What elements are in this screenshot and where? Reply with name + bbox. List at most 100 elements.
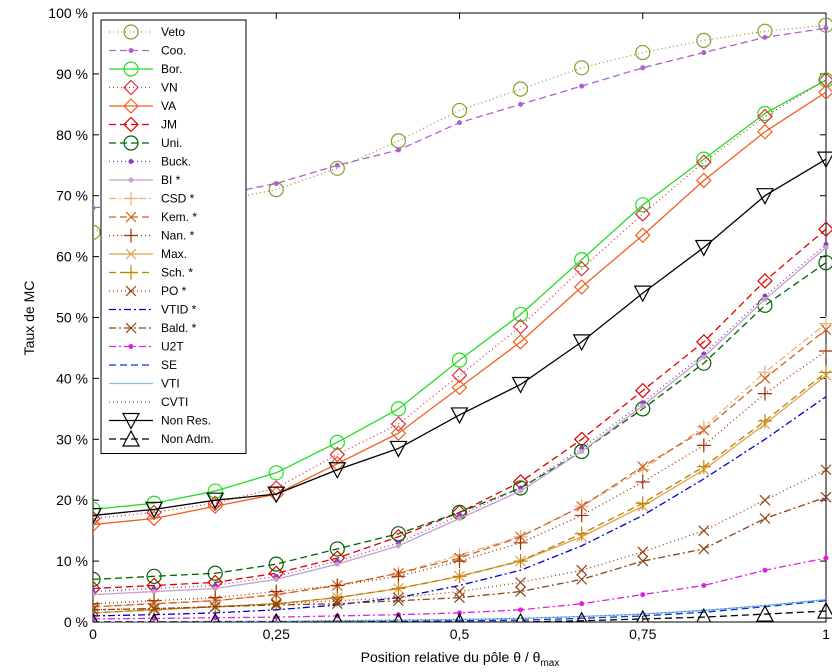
data-point-bald (698, 543, 710, 555)
legend-marker-max (125, 248, 137, 260)
data-point-bi (93, 592, 96, 598)
data-point-coo (334, 162, 340, 168)
data-point-non-res (755, 188, 774, 205)
data-point-kem (576, 500, 588, 512)
legend-label-se: SE (161, 358, 177, 372)
data-point-coo (823, 25, 829, 31)
data-point-coo (762, 34, 768, 40)
legend-label-non-res: Non Res. (161, 414, 211, 428)
data-point-vn (93, 510, 101, 527)
data-point-non-res (511, 376, 530, 394)
data-point-non-adm (515, 612, 526, 622)
legend-label-buck: Buck. (161, 155, 191, 169)
legend-label-po: PO * (161, 284, 187, 298)
legend-label-bi: BI * (161, 173, 181, 187)
data-point-bi (273, 576, 279, 582)
data-point-bor (512, 306, 529, 323)
x-tick-label: 0,5 (450, 626, 470, 642)
legend-item-po: PO * (109, 284, 187, 298)
data-point-bald (637, 555, 649, 567)
data-point-non-res (267, 486, 286, 504)
legend-item-vtid: VTID * (109, 303, 197, 317)
legend-label-kem: Kem. * (161, 210, 197, 224)
legend-item-u2t: U2T (109, 340, 184, 354)
data-point-bi (579, 448, 585, 454)
data-point-va (93, 516, 101, 533)
legend-label-max: Max. (161, 247, 187, 261)
data-point-bi (640, 403, 646, 409)
data-point-nan (635, 474, 650, 489)
data-point-va (451, 379, 468, 396)
data-point-jm (818, 221, 832, 238)
legend-label-bald: Bald. * (161, 321, 197, 335)
data-point-vn (268, 480, 285, 496)
data-point-vn (818, 72, 832, 88)
data-point-non-adm (636, 609, 650, 622)
data-point-non-res (633, 285, 652, 303)
y-tick-label: 70 % (56, 188, 88, 204)
axis-ticks: 0 % 10 % 20 % 30 % 40 % 50 % 60 % 70 % 80 % 90 % 1… (48, 5, 830, 642)
data-point-bor (268, 465, 284, 481)
legend-item-bor: Bor. (109, 61, 182, 77)
legend-marker-bald (125, 322, 137, 334)
data-point-bald (270, 599, 282, 611)
data-point-veto (635, 44, 651, 61)
data-point-bald (148, 603, 160, 615)
data-point-jm (634, 382, 651, 399)
data-point-sch (696, 459, 711, 474)
legend-item-coo: Coo. (109, 44, 186, 58)
data-point-vn (573, 260, 590, 277)
data-point-va (329, 455, 346, 472)
data-point-sch (391, 581, 406, 596)
legend-label-vn: VN (161, 81, 178, 95)
x-tick-label: 0,75 (629, 626, 656, 642)
legend-item-buck: Buck. (109, 155, 191, 169)
legend-item-se: SE (109, 358, 177, 372)
data-point-u2t (823, 555, 829, 561)
data-point-sch (93, 605, 100, 620)
data-point-jm (93, 580, 101, 597)
legend-marker-non-adm (122, 429, 140, 447)
data-point-veto (818, 17, 832, 33)
legend-label-va: VA (161, 99, 176, 113)
data-point-non-adm (332, 612, 343, 622)
data-point-coo (457, 120, 462, 126)
legend-marker-buck (128, 159, 134, 164)
data-point-kem (698, 424, 710, 436)
data-point-nan (757, 386, 772, 401)
x-tick-label: 0 (89, 626, 97, 642)
series-line-uni (93, 262, 827, 581)
data-point-coo (579, 83, 585, 89)
legend: Veto Coo. Bor. VN VA JM Uni. Buck. BI * CSD * Kem.… (100, 19, 247, 454)
data-point-veto (696, 32, 712, 49)
legend-item-jm: JM (109, 116, 177, 133)
data-point-non-adm (93, 612, 98, 622)
data-point-non-res (694, 239, 713, 257)
x-axis-label-subscript: max (540, 658, 559, 669)
legend-marker-u2t (128, 344, 134, 349)
data-point-coo (395, 147, 401, 153)
data-point-non-adm (817, 601, 832, 619)
data-point-bi (457, 515, 462, 521)
series-non-adm (93, 601, 832, 622)
data-point-nan (513, 535, 528, 550)
data-point-kem (637, 461, 649, 473)
data-point-uni (268, 556, 284, 572)
data-point-non-adm (696, 607, 712, 622)
data-point-bald (820, 491, 832, 503)
legend-marker-nan (124, 228, 138, 243)
legend-marker-sch (124, 265, 138, 280)
data-point-po (759, 494, 771, 506)
data-point-vn (757, 108, 773, 125)
data-point-va (818, 84, 832, 101)
data-point-csd (757, 365, 772, 380)
data-point-bi (823, 244, 829, 250)
data-point-u2t (518, 607, 524, 613)
data-point-jm (695, 334, 712, 350)
data-point-veto (93, 224, 101, 240)
data-point-non-adm (210, 612, 221, 622)
data-point-nan (269, 584, 284, 599)
data-point-bor (696, 151, 712, 167)
legend-marker-csd (124, 191, 138, 206)
